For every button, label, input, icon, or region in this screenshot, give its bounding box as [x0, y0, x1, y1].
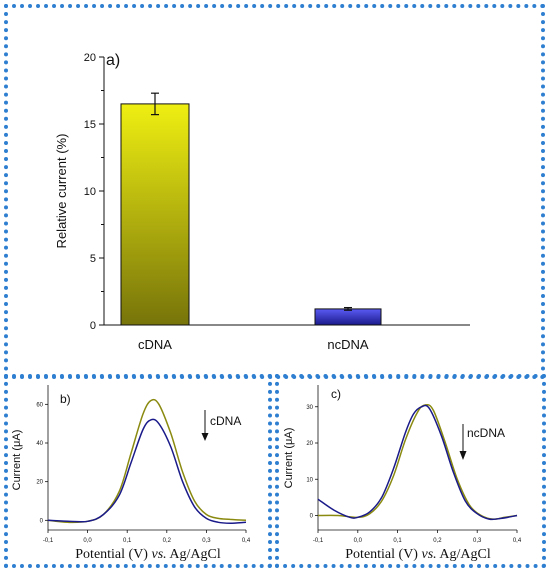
chart-c-annotation-ncdna: ncDNA [467, 426, 505, 440]
chart-c-y-tick-label: 30 [306, 405, 313, 411]
chart-c-x-tick-label: 0,4 [513, 538, 522, 544]
chart-b-y-axis-label: Current (μA) [11, 430, 23, 491]
chart-b-y-tick-label: 20 [36, 480, 43, 486]
chart-b-down-arrow [201, 410, 209, 441]
chart-b-x-axis-label: Potential (V) vs. Ag/AgCl [75, 547, 221, 562]
chart-c-x-tick-label: -0,1 [313, 538, 324, 544]
chart-b-x-tick-label: 0,0 [83, 538, 92, 544]
chart-a-y-tick-label: 20 [84, 52, 96, 64]
panel-b-frame [4, 374, 272, 568]
chart-c-x-tick-label: 0,1 [393, 538, 402, 544]
panel-a-label: a) [106, 52, 120, 69]
panel-c-label: c) [331, 387, 341, 401]
chart-a-y-tick-label: 0 [90, 320, 96, 332]
chart-c-y-tick-label: 10 [306, 477, 313, 483]
bar-cdna [120, 103, 190, 326]
chart-a-y-tick-label: 10 [84, 186, 96, 198]
panel-a-frame [4, 4, 545, 379]
chart-a-category-label: cDNA [138, 337, 172, 352]
chart-b-trace-after [47, 418, 247, 524]
chart-b-x-tick-label: -0,1 [43, 538, 54, 544]
chart-a-y-tick-label: 5 [90, 253, 96, 265]
panel-b-label: b) [60, 392, 71, 406]
chart-c-y-tick-label: 20 [306, 441, 313, 447]
chart-b-y-tick-label: 60 [36, 402, 43, 408]
chart-c-x-tick-label: 0,0 [354, 538, 363, 544]
chart-c-x-axis-label: Potential (V) vs. Ag/AgCl [345, 547, 491, 562]
chart-a-y-axis-label: Relative current (%) [54, 134, 69, 249]
chart-b-annotation-cdna: cDNA [210, 414, 241, 428]
chart-c-y-axis-label: Current (μA) [283, 428, 295, 489]
chart-a-category-label: ncDNA [327, 337, 369, 352]
chart-c-x-tick-label: 0,3 [473, 538, 482, 544]
chart-c-trace-after [317, 404, 518, 521]
chart-c-y-tick-label: 0 [310, 514, 314, 520]
chart-b-y-tick-label: 40 [36, 441, 43, 447]
panel-c-frame [275, 374, 546, 568]
chart-c-x-tick-label: 0,2 [433, 538, 442, 544]
chart-c-down-arrow [459, 424, 467, 460]
chart-b-x-tick-label: 0,4 [242, 538, 251, 544]
chart-b-x-tick-label: 0,1 [123, 538, 132, 544]
chart-a-y-tick-label: 15 [84, 119, 96, 131]
chart-c-trace-before [317, 403, 518, 520]
chart-b-y-tick-label: 0 [40, 518, 44, 524]
chart-b-x-tick-label: 0,3 [202, 538, 211, 544]
chart-b-x-tick-label: 0,2 [163, 538, 172, 544]
